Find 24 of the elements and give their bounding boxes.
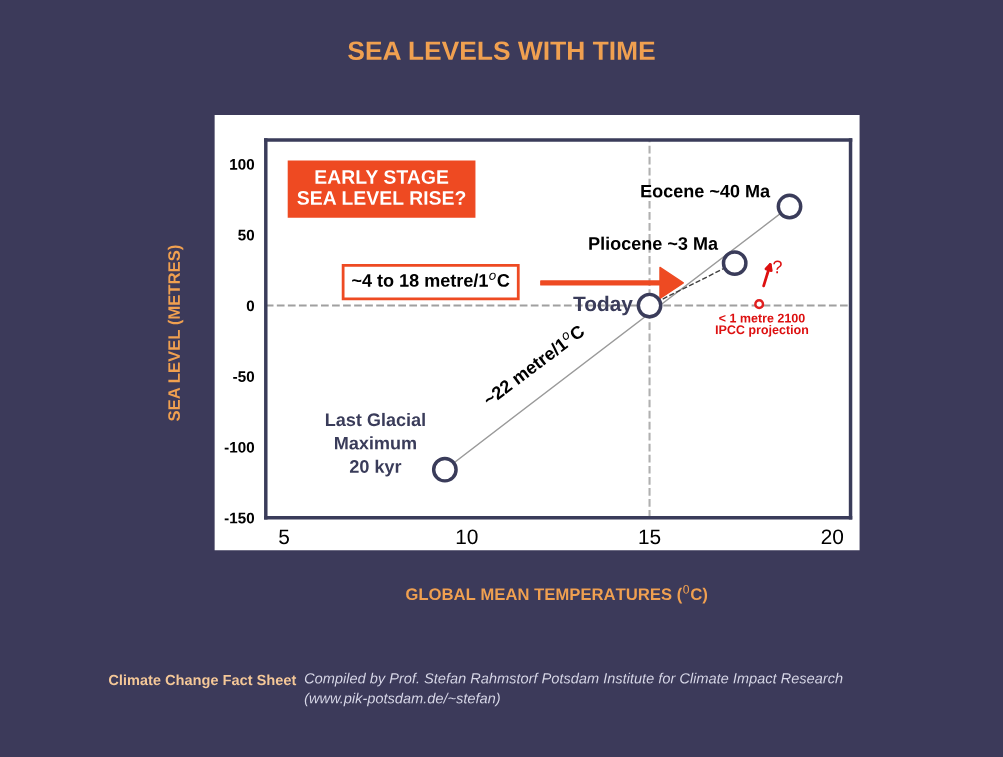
y-tick-label: -150 (224, 512, 255, 524)
annotation: ~22 metre/1$^{o}$C (481, 322, 586, 407)
y-tick-label: 50 (238, 229, 255, 241)
annotation: Last Glacial Maximum 20 kyr (325, 412, 425, 477)
annotation: Today (573, 295, 633, 316)
y-tick-label: 100 (230, 158, 255, 170)
annotation: ? (773, 260, 782, 274)
annotation: EARLY STAGE SEA LEVEL RISE? (297, 170, 466, 205)
annotation: Pliocene ~3 Ma (589, 236, 719, 250)
y-axis-title: SEA LEVEL (METRES) (167, 245, 184, 422)
annotation: Eocene ~40 Ma (641, 184, 771, 198)
x-tick-label: 10 (456, 529, 478, 545)
x-tick-label: 20 (821, 529, 844, 545)
annotation: < 1 metre 2100 IPCC projection (715, 313, 809, 337)
text: Climate Change Fact Sheet (108, 674, 297, 689)
annotation: ~4 to 18 metre/1$^{o}$C (352, 272, 510, 288)
x-axis-title: GLOBAL MEAN TEMPERATURES ($^{0}$C) (406, 584, 708, 604)
y-tick-label: -50 (233, 371, 255, 382)
y-tick-label: -100 (224, 441, 255, 453)
chart-title: SEA LEVELS WITH TIME (348, 41, 655, 61)
text: Compiled by Prof. Stefan Rahmstorf Potsdam Institute for Climate Impact Research (www.pik-potsdam.de/~stefan) (304, 672, 843, 707)
x-tick-label: 15 (639, 529, 661, 545)
x-tick-label: 5 (279, 529, 289, 545)
y-tick-label: 0 (246, 300, 255, 312)
